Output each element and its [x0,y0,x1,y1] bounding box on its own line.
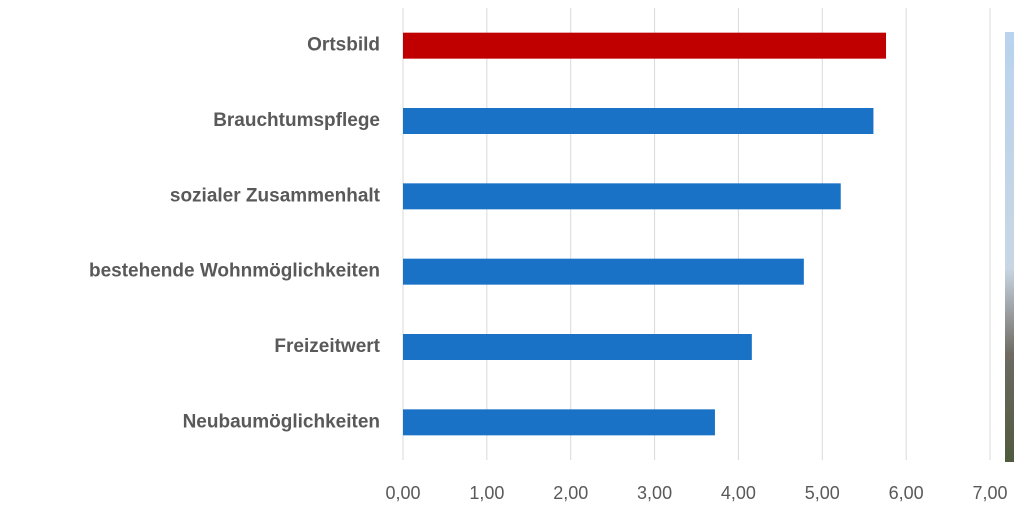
bar [403,258,804,285]
bar [403,183,841,210]
bar [403,409,715,436]
x-tick-label: 0,00 [385,483,420,503]
y-tick-label: bestehende Wohnmöglichkeiten [89,261,380,282]
x-tick-label: 2,00 [553,483,588,503]
x-tick-label: 1,00 [469,483,504,503]
bar [403,32,887,59]
x-tick-label: 7,00 [972,483,1007,503]
y-tick-label: Freizeitwert [274,336,380,357]
x-tick-label: 4,00 [721,483,756,503]
y-tick-label: Ortsbild [307,35,380,56]
photo-strip [1005,32,1014,462]
y-tick-label: Brauchtumspflege [213,110,380,131]
bar [403,334,752,360]
x-tick-label: 6,00 [889,483,924,503]
bar [403,108,874,134]
y-tick-label: Neubaumöglichkeiten [183,411,380,432]
x-tick-label: 3,00 [637,483,672,503]
y-tick-label: sozialer Zusammenhalt [170,185,381,206]
x-tick-label: 5,00 [805,483,840,503]
